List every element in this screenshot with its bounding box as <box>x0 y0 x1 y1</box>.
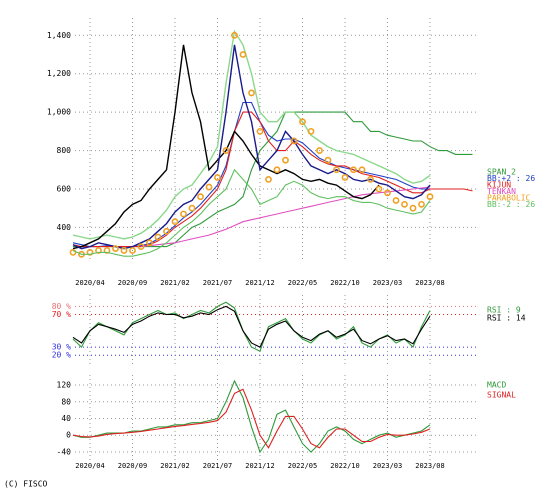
y-tick-label: 400 <box>57 223 72 232</box>
series-line <box>72 44 380 250</box>
sar-dot <box>103 247 111 254</box>
sar-dot <box>384 189 391 197</box>
sar-dot <box>188 204 196 212</box>
x-tick-label: 2020/09 <box>118 462 148 470</box>
legend-label: BB:-2 : 26 <box>487 200 535 209</box>
sar-dot <box>154 233 162 241</box>
y-tick-label: 20 % <box>52 351 71 360</box>
sar-dot <box>426 193 434 201</box>
sar-dot <box>120 247 128 254</box>
series-line <box>72 29 431 240</box>
x-tick-label: 2021/02 <box>160 279 190 287</box>
x-tick-label: 2023/03 <box>373 279 403 287</box>
x-tick-label: 2022/10 <box>330 462 360 470</box>
y-tick-label: 0 <box>66 431 71 440</box>
series-line <box>72 305 431 348</box>
sar-dot <box>401 200 408 208</box>
sar-dot <box>129 247 136 254</box>
sar-dot <box>171 218 179 226</box>
x-tick-label: 2020/09 <box>118 279 148 287</box>
sar-dot <box>367 175 374 183</box>
sar-dot <box>69 248 77 256</box>
sar-dot <box>350 166 357 174</box>
y-tick-label: 70 % <box>52 310 71 319</box>
sar-dot <box>86 248 94 256</box>
x-tick-label: 2022/05 <box>288 462 318 470</box>
sar-dot <box>307 127 315 135</box>
y-tick-label: 600 <box>57 184 72 193</box>
sar-dot <box>112 245 119 252</box>
y-tick-label: 1,400 <box>47 31 71 40</box>
sar-dot <box>392 197 400 204</box>
legend-label: RSI : 14 <box>487 314 526 323</box>
y-tick-label: 800 <box>57 146 72 155</box>
x-tick-label: 2020/04 <box>75 462 105 470</box>
sar-dot <box>214 174 221 181</box>
sar-dot <box>205 183 213 191</box>
y-tick-label: 1,000 <box>47 108 71 117</box>
y-tick-label: 120 <box>57 381 72 390</box>
y-tick-label: 1,200 <box>47 69 71 78</box>
sar-dot <box>409 204 417 212</box>
legend-label: PARABOLIC <box>487 194 531 203</box>
sar-dot <box>163 227 170 235</box>
sar-dot <box>290 137 298 145</box>
sar-dot <box>197 193 204 201</box>
sar-dot <box>341 174 349 181</box>
x-tick-label: 2021/02 <box>160 462 190 470</box>
sar-dot <box>265 175 272 183</box>
sar-dot <box>418 200 425 208</box>
sar-dot <box>248 89 255 97</box>
x-tick-label: 2021/07 <box>203 462 233 470</box>
sar-dot <box>299 118 306 126</box>
series-line <box>72 44 431 250</box>
sar-dot <box>282 156 289 164</box>
sar-dot <box>375 185 383 193</box>
x-tick-label: 2023/03 <box>373 462 403 470</box>
sar-dot <box>231 31 238 39</box>
x-tick-label: 2020/04 <box>75 279 105 287</box>
legend-label: BB:+2 : 26 <box>487 174 535 183</box>
sar-dot <box>239 51 247 58</box>
series-line <box>72 301 431 352</box>
series-line <box>140 186 431 248</box>
x-tick-label: 2021/07 <box>203 279 233 287</box>
sar-dot <box>273 166 281 174</box>
legend-label: KIJUN <box>487 181 511 190</box>
series-line <box>72 168 431 257</box>
legend-label: RSI : 9 <box>487 306 521 315</box>
sar-dot <box>333 166 340 174</box>
y-tick-label: 80 % <box>52 302 71 311</box>
sar-dot <box>316 147 323 154</box>
sar-dot <box>146 239 153 247</box>
y-tick-label: 30 % <box>52 343 71 352</box>
legend-label: TENKAN <box>487 187 516 196</box>
series-line <box>72 388 431 449</box>
sar-dot <box>358 166 366 174</box>
legend-label: SPAN 2 <box>487 168 516 177</box>
y-tick-label: 40 <box>61 414 71 423</box>
sar-dot <box>256 127 264 135</box>
sar-dot <box>222 147 230 154</box>
y-tick-label: 80 <box>61 397 71 406</box>
series-line <box>72 379 431 454</box>
sar-dot <box>324 156 332 164</box>
x-tick-label: 2022/05 <box>288 279 318 287</box>
legend-label: MACD <box>487 381 506 390</box>
legend-label: SIGNAL <box>487 391 516 400</box>
sar-dot <box>95 247 102 254</box>
x-tick-label: 2022/10 <box>330 279 360 287</box>
copyright: (C) FISCO <box>4 480 48 489</box>
x-tick-label: 2021/12 <box>245 279 275 287</box>
y-tick-label: -40 <box>57 447 72 456</box>
x-tick-label: 2023/08 <box>415 462 445 470</box>
x-tick-label: 2023/08 <box>415 279 445 287</box>
x-tick-label: 2021/12 <box>245 462 275 470</box>
sar-dot <box>180 210 187 218</box>
sar-dot <box>137 243 145 251</box>
